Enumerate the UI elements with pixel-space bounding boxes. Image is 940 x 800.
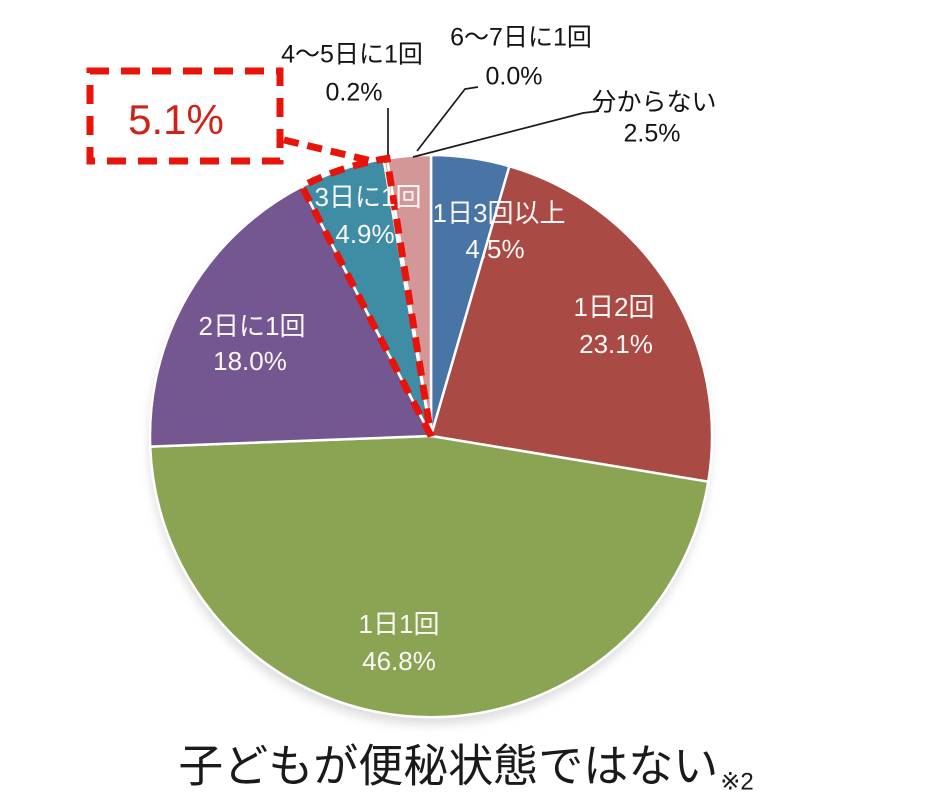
chart-title-note: ※2	[720, 768, 754, 796]
slice-value-unknown: 2.5%	[623, 119, 681, 148]
slice-label-every-4-5-days: 4～5日に1回	[281, 40, 423, 69]
slice-label-every-6-7-days: 6～7日に1回	[450, 23, 592, 52]
slice-value-every-6-7-days: 0.0%	[485, 62, 543, 91]
callout-value: 5.1%	[128, 96, 224, 143]
callout-box	[86, 67, 284, 165]
slice-label-twice-daily: 1日2回	[573, 292, 655, 322]
slice-label-3x-or-more-daily: 1日3回以上	[432, 198, 566, 228]
slice-label-unknown: 分からない	[591, 88, 717, 117]
pie-slice-3	[148, 185, 433, 448]
slice-value-every-3-days: 4.9%	[335, 219, 395, 249]
slice-value-3x-or-more-daily: 4.5%	[465, 234, 525, 264]
pie-slice-2	[148, 434, 710, 719]
slice-label-once-daily: 1日1回	[358, 609, 440, 639]
callout-connector-line	[283, 136, 377, 166]
chart-title: 子どもが便秘状態ではない※2	[178, 740, 753, 795]
leader-line-6-7-days	[416, 86, 479, 152]
slice-value-every-2-days: 18.0%	[213, 346, 287, 376]
slice-value-every-4-5-days: 0.2%	[325, 78, 383, 107]
pie-slice-1	[429, 164, 714, 483]
callout-wedge-outline	[297, 154, 435, 438]
leader-lines	[387, 86, 600, 158]
slice-value-once-daily: 46.8%	[362, 646, 436, 676]
chart-title-text: 子どもが便秘状態ではない	[178, 740, 719, 792]
slice-label-every-2-days: 2日に1回	[198, 311, 306, 341]
leader-line-unknown	[412, 110, 600, 158]
callout-outline	[86, 67, 435, 438]
slice-value-twice-daily: 23.1%	[579, 329, 653, 359]
slice-label-every-3-days: 3日に1回	[314, 182, 422, 212]
